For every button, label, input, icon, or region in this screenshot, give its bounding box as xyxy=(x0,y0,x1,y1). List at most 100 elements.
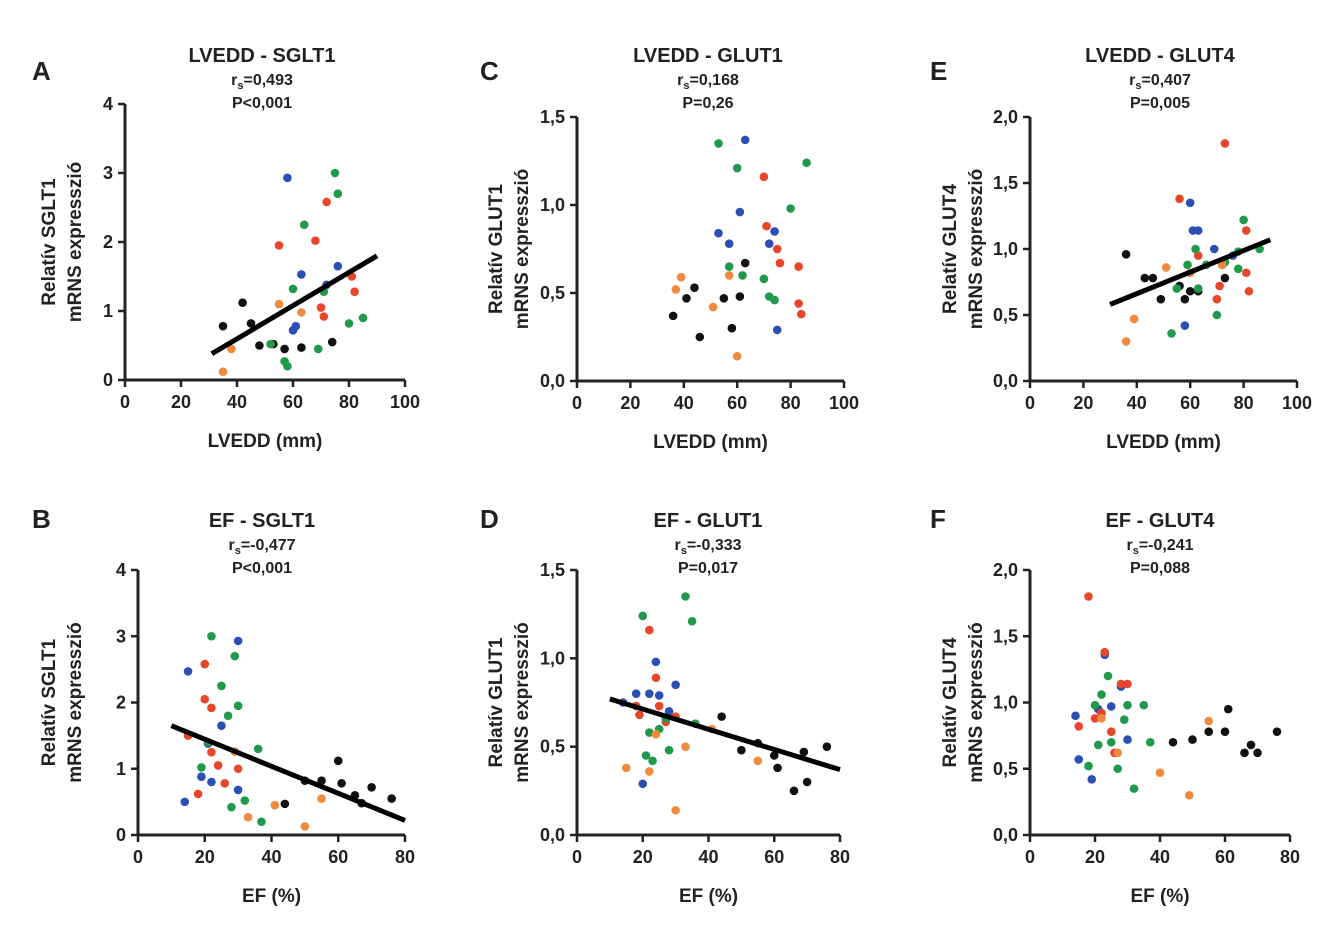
y-axis-label-2: mRNS expresszió xyxy=(512,169,533,330)
data-point-black xyxy=(1240,748,1249,758)
data-point-black xyxy=(333,756,343,766)
data-point-orange xyxy=(681,742,690,751)
y-tick-label: 4 xyxy=(103,94,113,114)
data-point-red xyxy=(311,236,320,245)
data-point-black xyxy=(690,283,699,293)
data-point-blue xyxy=(772,325,782,335)
panel-letter: B xyxy=(32,504,51,534)
data-point-orange xyxy=(671,805,680,815)
data-point-green xyxy=(641,751,651,760)
regression-line xyxy=(1109,237,1272,307)
chart-title: EF - GLUT1 xyxy=(654,510,763,532)
data-point-green xyxy=(1172,284,1182,293)
data-point-red xyxy=(1241,226,1251,235)
data-point-red xyxy=(200,694,210,704)
x-tick-label: 40 xyxy=(674,393,694,413)
y-tick-label: 1,0 xyxy=(540,195,565,215)
x-axis-label: EF (%) xyxy=(1130,886,1189,907)
data-point-green xyxy=(197,763,206,772)
data-point-red xyxy=(1116,679,1126,689)
x-tick-label: 40 xyxy=(1150,847,1170,867)
data-point-blue xyxy=(233,785,243,795)
x-axis-label: EF (%) xyxy=(679,886,738,907)
data-point-red xyxy=(772,244,782,254)
data-point-black xyxy=(695,332,705,342)
y-tick-label: 0,0 xyxy=(993,825,1018,845)
data-point-orange xyxy=(227,344,236,354)
y-axis-label: Relatív GLUT1 xyxy=(486,184,507,314)
correlation-stat: rs=0,407 xyxy=(1129,72,1191,92)
panel-e: E LVEDD - GLUT4 rs=0,407 P=0,005 0 20 40 60 80 10… xyxy=(930,45,1312,453)
x-tick-label: 100 xyxy=(1282,393,1312,413)
data-point-black xyxy=(1156,294,1166,304)
data-point-black xyxy=(740,258,750,268)
data-point-red xyxy=(322,197,331,207)
y-axis-label: Relatív SGLT1 xyxy=(39,638,60,766)
data-point-red xyxy=(1090,714,1100,723)
x-tick-label: 20 xyxy=(1073,393,1093,413)
data-point-blue xyxy=(233,636,243,646)
y-tick-label: 2 xyxy=(103,232,113,252)
data-point-blue xyxy=(664,707,674,716)
data-point-orange xyxy=(243,812,253,822)
panel-letter: C xyxy=(480,56,499,86)
data-point-black xyxy=(1121,249,1131,259)
y-tick-label: 1,0 xyxy=(540,648,565,668)
data-point-orange xyxy=(218,367,228,377)
y-tick-label: 1 xyxy=(103,301,113,321)
panel-letter: D xyxy=(480,504,499,534)
data-point-orange xyxy=(1129,314,1139,324)
y-tick-label: 2,0 xyxy=(993,560,1018,580)
regression-line xyxy=(170,723,406,823)
data-point-green xyxy=(266,339,275,349)
data-point-green xyxy=(1106,737,1116,747)
data-point-red xyxy=(200,659,210,669)
data-point-black xyxy=(367,783,376,792)
data-point-orange xyxy=(270,800,280,810)
data-point-red xyxy=(1123,679,1132,689)
data-point-green xyxy=(645,728,654,737)
y-tick-label: 4 xyxy=(116,560,126,580)
data-point-blue xyxy=(197,772,206,781)
x-tick-label: 40 xyxy=(261,847,281,867)
chart-title: EF - SGLT1 xyxy=(209,510,315,532)
data-point-black xyxy=(1272,727,1282,736)
data-point-red xyxy=(759,172,769,182)
data-point-blue xyxy=(1193,226,1203,235)
data-point-black xyxy=(1220,727,1230,736)
correlation-stat: rs=-0,477 xyxy=(228,537,295,557)
data-point-black xyxy=(822,742,832,751)
stat-r-value: =-0,241 xyxy=(1139,537,1194,554)
data-point-green xyxy=(227,802,236,812)
y-tick-label: 1,5 xyxy=(993,626,1018,646)
data-point-orange xyxy=(651,730,661,739)
data-point-black xyxy=(717,712,726,721)
data-point-green xyxy=(681,592,690,601)
stat-r-symbol: r xyxy=(231,72,237,89)
data-point-red xyxy=(233,764,243,774)
data-point-orange xyxy=(1161,263,1171,272)
data-point-green xyxy=(638,611,648,621)
p-value: P=0,26 xyxy=(682,95,733,112)
data-point-black xyxy=(773,763,782,773)
data-point-orange xyxy=(1097,714,1106,723)
stat-r-subscript: s xyxy=(681,545,687,557)
data-point-black xyxy=(280,799,290,809)
data-point-black xyxy=(1148,273,1158,283)
regression-line xyxy=(609,696,841,773)
data-point-orange xyxy=(622,763,631,773)
data-point-green xyxy=(1119,715,1129,725)
panel-letter: E xyxy=(930,56,947,86)
x-tick-label: 100 xyxy=(829,393,859,413)
data-point-orange xyxy=(317,794,326,803)
data-point-green xyxy=(1233,264,1243,274)
x-tick-label: 20 xyxy=(1085,847,1105,867)
data-point-blue xyxy=(1087,775,1097,784)
correlation-stat: rs=0,168 xyxy=(677,72,739,92)
data-point-green xyxy=(333,189,343,198)
data-point-blue xyxy=(770,227,779,236)
y-axis-label-2: mRNS expresszió xyxy=(966,622,987,783)
data-point-red xyxy=(1241,268,1251,278)
data-point-orange xyxy=(671,285,681,294)
